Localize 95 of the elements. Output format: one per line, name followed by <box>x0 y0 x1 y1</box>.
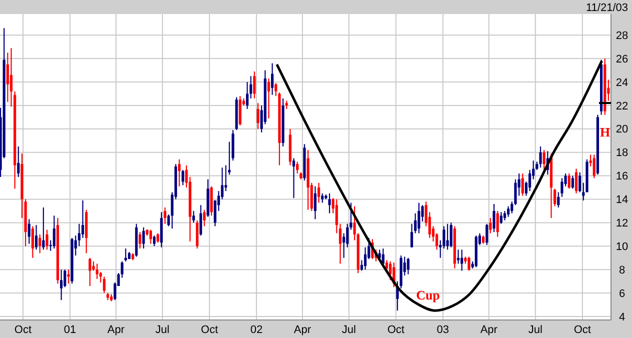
candlestick <box>500 212 502 224</box>
y-tick-label: 22 <box>616 100 628 112</box>
annotation: Cup <box>416 288 440 303</box>
y-tick-label: 6 <box>618 288 626 300</box>
candlestick <box>410 223 414 248</box>
candlestick <box>6 52 9 102</box>
x-tick-label: Oct <box>200 324 218 336</box>
candlestick <box>406 257 410 275</box>
x-tick-label: Apr <box>480 324 498 336</box>
candlestick <box>528 169 532 192</box>
candlestick <box>34 224 38 250</box>
candlestick <box>164 206 166 224</box>
candlestick <box>592 154 596 179</box>
candlestick <box>489 217 492 234</box>
candlestick <box>328 192 331 214</box>
candlestick <box>542 149 546 170</box>
candlestick <box>178 158 181 187</box>
x-tick-label: Apr <box>107 324 125 336</box>
candlestick <box>38 234 42 254</box>
candlestick <box>521 172 524 196</box>
candlestick <box>142 226 145 250</box>
candlestick <box>314 186 317 220</box>
candlestick <box>99 271 102 284</box>
y-tick-label: 16 <box>616 170 628 183</box>
candlestick <box>574 168 578 194</box>
candlestick <box>196 220 198 250</box>
candlestick <box>292 158 296 199</box>
candlestick <box>138 232 142 250</box>
y-tick-label: 14 <box>616 194 628 206</box>
candlestick <box>450 222 452 248</box>
candlestick <box>203 209 206 227</box>
candlestick <box>496 210 499 238</box>
candlestick <box>81 200 84 238</box>
x-tick-label: Oct <box>387 324 404 336</box>
candlestick <box>296 161 299 174</box>
x-tick-label: Jul <box>528 324 542 336</box>
candlestick <box>31 226 34 258</box>
y-tick-label: 4 <box>618 311 626 324</box>
y-tick-label: 10 <box>616 240 628 253</box>
candlestick <box>460 249 464 272</box>
chart-subtitle: 11/21/03 <box>586 2 628 14</box>
y-tick-label: 24 <box>616 76 628 89</box>
candlestick <box>539 146 542 168</box>
x-tick-label: 02 <box>250 324 263 336</box>
x-tick-label: Apr <box>294 324 312 336</box>
candlestick <box>389 260 392 281</box>
candlestick <box>492 203 496 233</box>
x-tick-label: Oct <box>14 324 32 336</box>
candlestick <box>156 232 160 244</box>
y-tick-label: 28 <box>616 30 628 42</box>
candlestick <box>246 81 249 110</box>
y-tick-label: 8 <box>618 264 626 276</box>
candlestick <box>578 172 582 193</box>
candlestick <box>42 206 45 250</box>
candlestick <box>568 172 570 190</box>
candlestick <box>270 62 274 96</box>
candlestick <box>67 269 70 284</box>
x-tick-label: Jul <box>155 324 170 336</box>
candlestick <box>364 246 367 270</box>
candlestick <box>385 260 388 272</box>
x-tick-label: Oct <box>574 324 591 336</box>
y-tick-label: 26 <box>616 53 628 66</box>
candlestick <box>446 223 449 250</box>
candlestick <box>503 210 506 221</box>
candlestick <box>256 102 260 130</box>
candlestick <box>571 175 574 190</box>
candlestick <box>149 229 152 244</box>
candlestick <box>46 229 48 250</box>
candlestick <box>486 223 488 246</box>
candlestick <box>88 257 92 287</box>
candlestick <box>253 70 256 99</box>
candlestick <box>17 146 20 178</box>
candlestick <box>52 215 56 250</box>
candlestick <box>102 276 106 294</box>
candlestick <box>60 269 63 301</box>
candlestick <box>418 202 420 234</box>
candlestick <box>192 210 195 224</box>
y-tick-label: 18 <box>616 147 628 160</box>
candlestick <box>507 206 510 218</box>
candlestick <box>96 263 98 280</box>
x-tick-label: 01 <box>64 324 76 336</box>
candlestick <box>468 256 470 272</box>
x-tick-label: 03 <box>436 324 450 336</box>
candlestick <box>152 235 156 247</box>
candlestick <box>182 169 184 186</box>
candlestick <box>317 182 320 204</box>
annotation: H <box>600 124 610 140</box>
candlestick <box>199 204 202 236</box>
candlestick <box>414 212 417 234</box>
candlestick <box>28 218 30 244</box>
x-tick-label: Jul <box>342 324 356 336</box>
candlestick <box>321 192 324 204</box>
y-tick-label: 12 <box>616 218 628 230</box>
candlestick <box>267 78 270 119</box>
y-tick-label: 20 <box>616 124 628 136</box>
